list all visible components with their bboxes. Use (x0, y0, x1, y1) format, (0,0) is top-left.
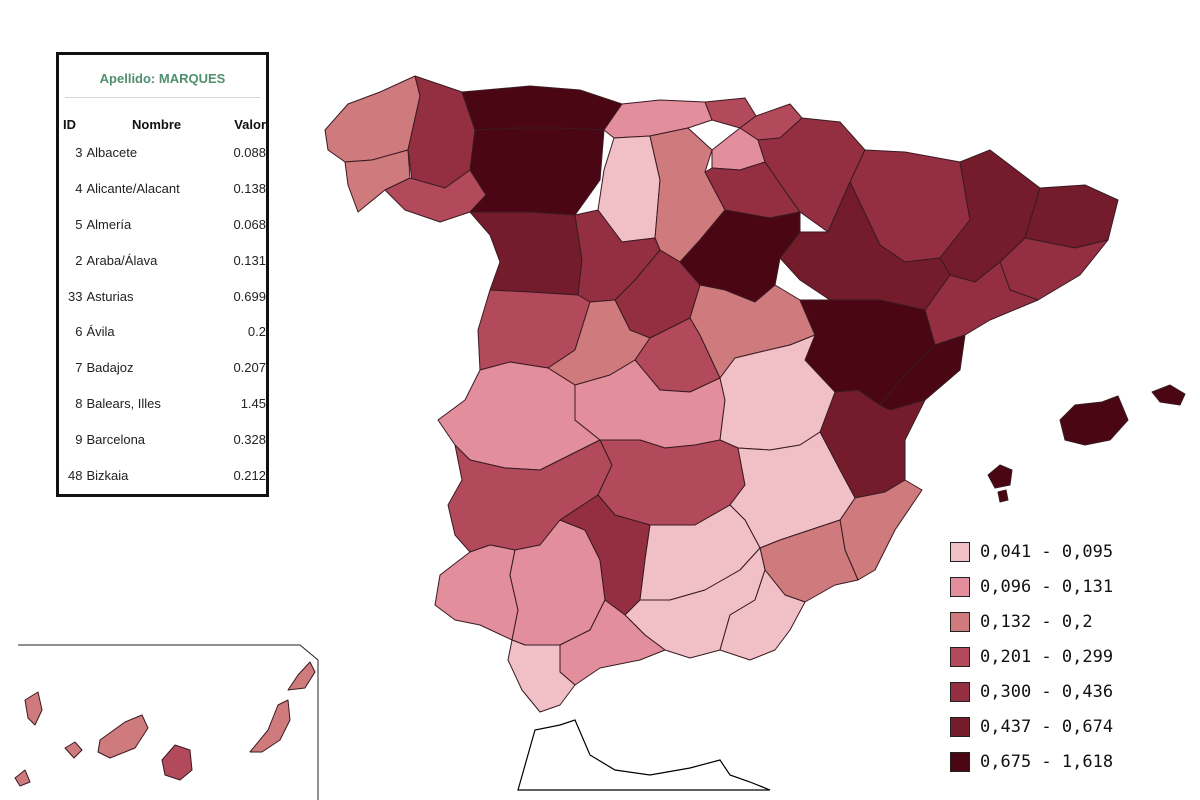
region-formentera (997, 489, 1009, 503)
region-asturias (461, 85, 623, 131)
legend-swatch (950, 716, 970, 737)
legend-item: 0,096 - 0,131 (950, 569, 1113, 604)
cell-id: 3 (75, 145, 83, 161)
cell-name: Asturias (86, 288, 134, 304)
legend-label: 0,132 - 0,2 (980, 611, 1093, 632)
region-fuerteventura (249, 699, 291, 753)
region-lanzarote (287, 661, 316, 691)
table-title: Apellido: MARQUES (99, 71, 226, 86)
region-tenerife (97, 714, 149, 759)
region-barcelona (999, 237, 1109, 301)
map-legend: 0,041 - 0,095 0,096 - 0,131 0,132 - 0,2 0,2… (950, 534, 1113, 779)
cell-name: Alicante/Alacant (86, 181, 180, 197)
cell-value: 0.212 (233, 467, 266, 483)
cell-value: 0.088 (233, 145, 266, 161)
legend-item: 0,300 - 0,436 (950, 674, 1113, 709)
legend-item: 0,041 - 0,095 (950, 534, 1113, 569)
region-girona (1024, 184, 1119, 249)
legend-label: 0,437 - 0,674 (980, 716, 1114, 737)
region-la-gomera (64, 741, 83, 759)
legend-swatch (950, 611, 970, 632)
region-mallorca (1059, 395, 1129, 446)
legend-label: 0,041 - 0,095 (980, 541, 1114, 562)
region-a-coruna (324, 75, 421, 163)
cell-value: 0.131 (233, 252, 266, 268)
region-el-hierro (14, 769, 31, 787)
region-huelva (434, 544, 519, 641)
north-africa-outline (517, 719, 771, 791)
region-la-palma (24, 691, 43, 726)
cell-value: 0.2 (247, 324, 266, 340)
legend-label: 0,201 - 0,299 (980, 646, 1114, 667)
region-menorca (1151, 384, 1186, 406)
cell-name: Barcelona (86, 431, 146, 447)
header-value: Valor (234, 116, 266, 132)
cell-name: Badajoz (86, 360, 134, 376)
title-divider (65, 97, 260, 98)
cell-id: 7 (75, 360, 83, 376)
cell-id: 8 (75, 395, 83, 411)
legend-label: 0,300 - 0,436 (980, 681, 1114, 702)
cell-id: 48 (68, 467, 83, 483)
cell-value: 0.068 (233, 216, 266, 232)
legend-swatch (950, 646, 970, 667)
cell-name: Almería (86, 216, 132, 232)
table-header-row: ID Nombre Valor (63, 113, 266, 135)
region-leon (469, 127, 605, 216)
legend-swatch (950, 576, 970, 597)
cell-id: 4 (75, 181, 83, 197)
region-almeria (719, 569, 806, 661)
cell-name: Ávila (86, 324, 115, 340)
cell-value: 0.207 (233, 360, 266, 376)
cell-id: 9 (75, 431, 83, 447)
table-row: 33 Asturias 0.699 (63, 278, 266, 314)
cell-name: Araba/Álava (86, 252, 158, 268)
cell-id: 5 (75, 216, 83, 232)
cell-id: 6 (75, 324, 83, 340)
legend-item: 0,437 - 0,674 (950, 709, 1113, 744)
table-row: 9 Barcelona 0.328 (63, 421, 266, 457)
table-row: 8 Balears, Illes 1.45 (63, 386, 266, 422)
cell-value: 0.138 (233, 181, 266, 197)
cell-value: 0.328 (233, 431, 266, 447)
region-ibiza (987, 464, 1013, 489)
header-id: ID (63, 116, 76, 132)
region-zamora (469, 211, 583, 296)
table-row: 3 Albacete 0.088 (63, 135, 266, 171)
legend-swatch (950, 541, 970, 562)
cell-value: 1.45 (240, 395, 266, 411)
cell-name: Balears, Illes (86, 395, 161, 411)
table-row: 7 Badajoz 0.207 (63, 350, 266, 386)
table-row: 4 Alicante/Alacant 0.138 (63, 171, 266, 207)
region-cadiz (507, 639, 576, 713)
table-row: 5 Almería 0.068 (63, 207, 266, 243)
table-row: 2 Araba/Álava 0.131 (63, 242, 266, 278)
legend-item: 0,675 - 1,618 (950, 744, 1113, 779)
table-row: 6 Ávila 0.2 (63, 314, 266, 350)
cell-name: Bizkaia (86, 467, 129, 483)
province-table: ID Nombre Valor 3 Albacete 0.088 4 Alicante/… (63, 113, 266, 493)
legend-label: 0,096 - 0,131 (980, 576, 1114, 597)
cell-name: Albacete (86, 145, 138, 161)
table-body: 3 Albacete 0.088 4 Alicante/Alacant 0.138 5 Alm… (63, 135, 266, 493)
legend-swatch (950, 751, 970, 772)
legend-label: 0,675 - 1,618 (980, 751, 1114, 772)
canary-inset-frame (18, 644, 319, 800)
header-name: Nombre (132, 116, 182, 132)
region-gran-canaria (161, 744, 193, 781)
data-table-panel: Apellido: MARQUES ID Nombre Valor 3 Albac… (56, 52, 269, 497)
legend-item: 0,201 - 0,299 (950, 639, 1113, 674)
cell-id: 33 (68, 288, 83, 304)
legend-item: 0,132 - 0,2 (950, 604, 1113, 639)
table-row: 48 Bizkaia 0.212 (63, 457, 266, 493)
legend-swatch (950, 681, 970, 702)
cell-id: 2 (75, 252, 83, 268)
cell-value: 0.699 (233, 288, 266, 304)
